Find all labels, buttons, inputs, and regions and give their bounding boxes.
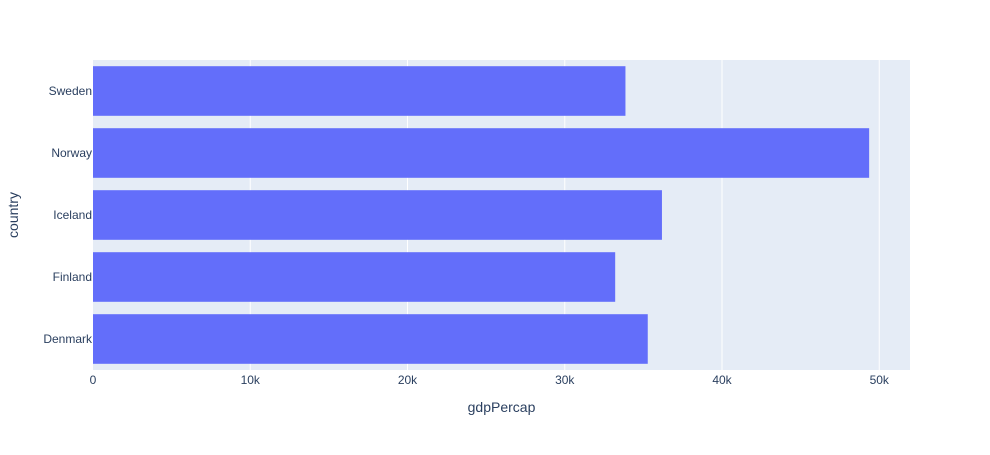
bar-denmark[interactable] bbox=[93, 314, 648, 364]
y-tick-label: Iceland bbox=[53, 208, 92, 222]
y-tick-label: Norway bbox=[51, 146, 92, 160]
x-tick-label: 20k bbox=[398, 373, 418, 387]
y-tick-label: Denmark bbox=[43, 332, 93, 346]
x-tick-label: 0 bbox=[90, 373, 97, 387]
x-tick-label: 50k bbox=[870, 373, 890, 387]
bar-finland[interactable] bbox=[93, 252, 616, 302]
y-tick-label: Sweden bbox=[49, 84, 92, 98]
y-tick-labels: Denmark Finland Iceland Norway Sweden bbox=[43, 84, 93, 346]
x-tick-label: 30k bbox=[555, 373, 575, 387]
y-tick-label: Finland bbox=[53, 270, 92, 284]
x-tick-label: 40k bbox=[712, 373, 732, 387]
bar-iceland[interactable] bbox=[93, 190, 662, 240]
y-axis-title: country bbox=[5, 192, 21, 238]
x-tick-labels: 0 10k 20k 30k 40k 50k bbox=[90, 373, 890, 387]
x-tick-label: 10k bbox=[241, 373, 261, 387]
x-axis-title: gdpPercap bbox=[468, 399, 536, 415]
bar-sweden[interactable] bbox=[93, 66, 626, 116]
bars bbox=[93, 66, 870, 364]
bar-norway[interactable] bbox=[93, 128, 870, 178]
